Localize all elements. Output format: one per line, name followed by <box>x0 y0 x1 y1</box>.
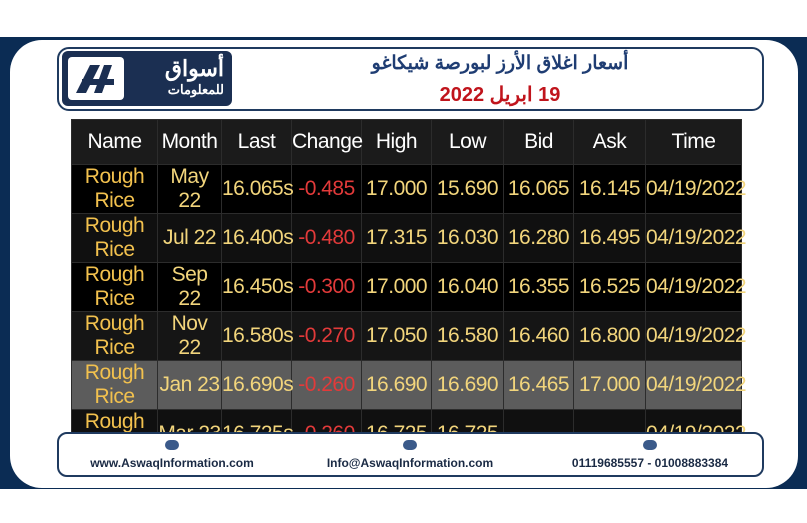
column-header-ask: Ask <box>573 119 646 165</box>
column-header-high: High <box>361 119 432 165</box>
cell-month: Nov 22 <box>157 311 222 361</box>
logo: أسواق للمعلومات <box>62 51 232 106</box>
cell-name: Rough Rice <box>71 164 158 214</box>
cell-month: May 22 <box>157 164 222 214</box>
phone-text: 01119685557 - 01008883384 <box>571 456 729 470</box>
page-title: أسعار اغلاق الأرز لبورصة شيكاغو <box>371 53 629 74</box>
cell-low: 15.690 <box>431 164 504 214</box>
cell-name: Rough Rice <box>71 262 158 312</box>
cell-last: 16.400s <box>221 213 294 263</box>
cell-month: Jul 22 <box>157 213 222 263</box>
logo-subtitle: للمعلومات <box>167 82 224 97</box>
email-icon <box>403 440 417 450</box>
table-header-row: Name Month Last Change High Low Bid Ask Time <box>71 119 742 165</box>
cell-low: 16.580 <box>431 311 504 361</box>
cell-low: 16.690 <box>431 360 504 410</box>
cell-month: Jan 23 <box>157 360 222 410</box>
cell-change: -0.260 <box>291 360 362 410</box>
column-header-time: Time <box>645 119 742 165</box>
cell-ask: 16.145 <box>573 164 646 214</box>
cell-low: 16.040 <box>431 262 504 312</box>
cell-time: 04/19/2022 <box>645 262 747 312</box>
cell-last: 16.580s <box>221 311 294 361</box>
cell-change: -0.270 <box>291 311 362 361</box>
cell-time: 04/19/2022 <box>645 311 747 361</box>
cell-last: 16.450s <box>221 262 294 312</box>
table-row: Rough Rice May 22 16.065s -0.485 17.000 15.69… <box>71 164 747 214</box>
cell-last: 16.065s <box>221 164 294 214</box>
cell-low: 16.030 <box>431 213 504 263</box>
footer-box <box>57 432 764 477</box>
cell-ask: 16.525 <box>573 262 646 312</box>
cell-ask: 16.800 <box>573 311 646 361</box>
cell-bid: 16.065 <box>503 164 574 214</box>
cell-bid: 16.460 <box>503 311 574 361</box>
cell-high: 16.690 <box>361 360 432 410</box>
cell-bid: 16.280 <box>503 213 574 263</box>
email-text: Info@AswaqInformation.com <box>326 456 494 470</box>
table-row: Rough Rice Nov 22 16.580s -0.270 17.050 16.58… <box>71 311 747 361</box>
cell-ask: 16.495 <box>573 213 646 263</box>
globe-icon <box>165 440 179 450</box>
column-header-name: Name <box>71 119 158 165</box>
cell-time: 04/19/2022 <box>645 164 747 214</box>
cell-high: 17.315 <box>361 213 432 263</box>
column-header-last: Last <box>221 119 292 165</box>
page-date: 19 ابريل 2022 <box>439 84 561 106</box>
column-header-low: Low <box>431 119 504 165</box>
table-row: Rough Rice Jan 23 16.690s -0.260 16.690 16.69… <box>71 360 747 410</box>
cell-name: Rough Rice <box>71 213 158 263</box>
cell-name: Rough Rice <box>71 360 158 410</box>
column-header-bid: Bid <box>503 119 574 165</box>
cell-high: 17.050 <box>361 311 432 361</box>
logo-title: أسواق <box>164 56 224 81</box>
cell-change: -0.485 <box>291 164 362 214</box>
cell-time: 04/19/2022 <box>645 360 747 410</box>
cell-name: Rough Rice <box>71 311 158 361</box>
column-header-change: Change <box>291 119 363 165</box>
cell-ask: 17.000 <box>573 360 646 410</box>
cell-change: -0.480 <box>291 213 362 263</box>
column-header-month: Month <box>157 119 222 165</box>
table-row: Rough Rice Sep 22 16.450s -0.300 17.000 16.04… <box>71 262 747 312</box>
cell-change: -0.300 <box>291 262 362 312</box>
cell-high: 17.000 <box>361 262 432 312</box>
cell-month: Sep 22 <box>157 262 222 312</box>
logo-mark-icon <box>68 57 124 100</box>
cell-last: 16.690s <box>221 360 294 410</box>
price-table: Name Month Last Change High Low Bid Ask Time Rou… <box>71 119 747 459</box>
cell-bid: 16.465 <box>503 360 574 410</box>
cell-time: 04/19/2022 <box>645 213 747 263</box>
cell-bid: 16.355 <box>503 262 574 312</box>
phone-icon <box>643 440 657 450</box>
table-row: Rough Rice Jul 22 16.400s -0.480 17.315 16.03… <box>71 213 747 263</box>
website-text: www.AswaqInformation.com <box>90 456 254 470</box>
cell-high: 17.000 <box>361 164 432 214</box>
